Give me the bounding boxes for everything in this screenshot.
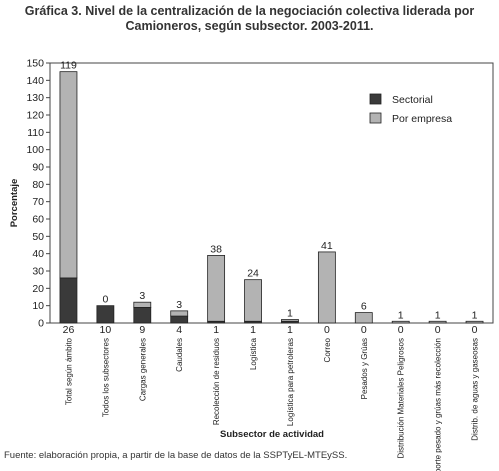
legend-label-empresa: Por empresa [392,113,452,125]
data-label-sectorial-6: 1 [287,324,293,336]
bar-empresa-6 [281,319,299,322]
data-label-empresa-0: 119 [60,60,77,72]
data-label-sectorial-11: 0 [472,324,478,336]
category-label-10: Transporte pesado y grúas más recolecció… [434,338,443,471]
bar-empresa-7 [317,251,336,324]
bar-empresa-11 [465,320,484,324]
data-label-empresa-8: 6 [361,301,367,313]
data-label-empresa-3: 3 [176,299,182,311]
x-axis-label: Subsector de actividad [220,429,324,440]
data-label-sectorial-0: 26 [63,324,75,336]
data-label-sectorial-4: 1 [213,324,219,336]
bar-sectorial-0 [59,277,78,324]
data-label-sectorial-8: 0 [361,324,367,336]
data-label-empresa-10: 1 [435,309,441,321]
data-label-sectorial-7: 0 [324,324,330,336]
bar-empresa-0 [59,71,78,279]
data-label-empresa-2: 3 [139,290,145,302]
category-label-2: Cargas generales [138,338,147,401]
y-tick-label-70: 70 [32,196,44,208]
data-label-sectorial-1: 10 [100,324,112,336]
y-tick-label-100: 100 [26,144,44,156]
chart-title: Gráfica 3. Nivel de la centralización de… [0,4,499,34]
bar-empresa-4 [207,254,226,322]
data-label-empresa-6: 1 [287,308,293,320]
category-label-11: Distrib. de aguas y gaseosas [471,338,480,441]
bar-sectorial-2 [133,306,152,324]
category-label-9: Distribución Materiales Peligrosos [397,338,406,459]
legend-swatch-empresa [369,112,382,124]
bar-sectorial-3 [170,315,189,324]
legend-swatch-sectorial [369,93,382,105]
y-tick-label-30: 30 [32,266,44,278]
data-label-sectorial-5: 1 [250,324,256,336]
bar-empresa-3 [170,310,189,317]
legend-label-sectorial: Sectorial [392,94,433,106]
data-label-empresa-9: 1 [398,309,404,321]
bar-empresa-9 [391,320,410,324]
y-tick-label-150: 150 [26,58,44,70]
category-label-6: Logística para petroleras [286,338,295,426]
category-label-0: Total según ámbito [64,337,73,405]
chart-title-line-1: Gráfica 3. Nivel de la centralización de… [24,4,475,18]
data-label-sectorial-2: 9 [139,324,145,336]
category-label-8: Pesados y Grúas [360,338,369,399]
bar-sectorial-1 [96,305,115,324]
category-label-1: Todos los subsectores [101,338,110,417]
data-label-empresa-7: 41 [321,240,333,252]
y-tick-label-10: 10 [32,300,44,312]
chart-title-line-2: Camioneros, según subsector. 2003-2011. [125,19,374,33]
y-tick-label-50: 50 [32,231,44,243]
y-tick-label-90: 90 [32,162,44,174]
plot-frame [49,62,494,324]
category-label-3: Caudales [175,338,184,372]
y-tick-label-130: 130 [26,92,44,104]
y-tick-label-40: 40 [32,248,44,260]
bar-empresa-5 [244,279,262,322]
data-label-empresa-1: 0 [102,294,108,306]
y-tick-label-80: 80 [32,179,44,191]
y-axis-label: Porcentaje [9,179,20,228]
bar-empresa-10 [428,320,447,324]
data-label-sectorial-9: 0 [398,324,404,336]
category-label-5: Logística [249,337,258,370]
y-tick-label-60: 60 [32,214,44,226]
data-label-empresa-11: 1 [472,309,478,321]
y-tick-label-110: 110 [27,127,44,139]
bar-empresa-2 [133,301,152,308]
y-tick-label-120: 120 [26,110,44,122]
y-tick-label-140: 140 [26,75,44,87]
category-label-4: Recolección de residuos [212,338,221,425]
y-tick-label-20: 20 [32,283,44,295]
data-label-sectorial-3: 4 [176,324,182,336]
category-label-7: Correo [323,337,332,362]
data-label-empresa-4: 38 [210,243,222,255]
bar-empresa-8 [354,312,373,324]
data-label-sectorial-10: 0 [435,324,441,336]
source-note: Fuente: elaboración propia, a partir de … [4,450,348,461]
y-tick-label-0: 0 [38,318,44,330]
data-label-empresa-5: 24 [247,268,259,280]
